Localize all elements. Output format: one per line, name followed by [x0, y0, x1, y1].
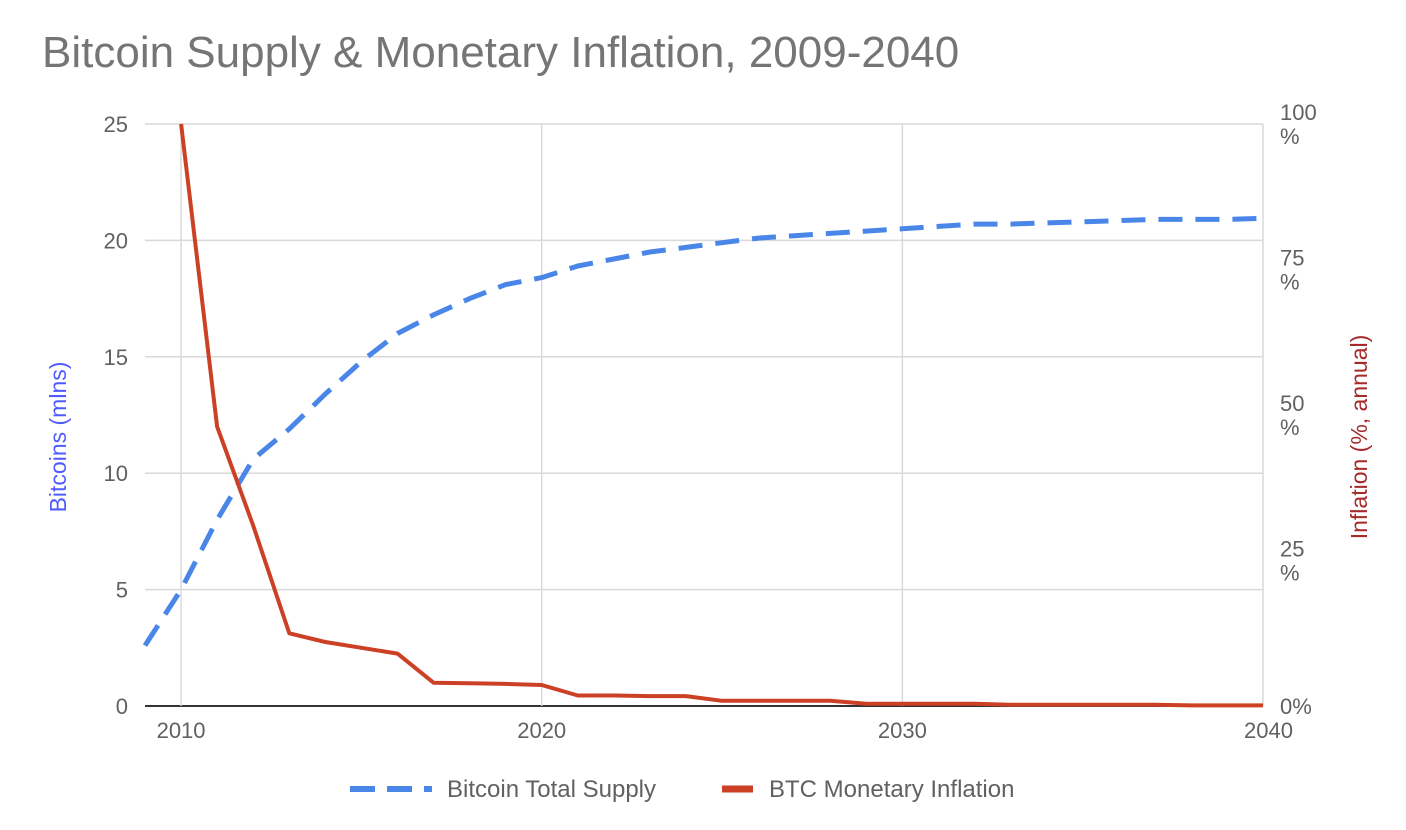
x-tick-label: 2010: [157, 718, 206, 743]
legend-label-btc-monetary-inflation: BTC Monetary Inflation: [769, 776, 1014, 803]
left-tick-label: 0: [116, 694, 128, 719]
series-line-bitcoin-total-supply: [142, 215, 1264, 647]
right-tick-label: 25: [1280, 537, 1304, 562]
legend-label-bitcoin-total-supply: Bitcoin Total Supply: [447, 776, 656, 803]
series-lines: [142, 123, 1264, 708]
right-tick-label: 0%: [1280, 694, 1312, 719]
right-tick-label: 50: [1280, 391, 1304, 416]
grid-lines: [145, 123, 1264, 707]
right-tick-unit: %: [1280, 124, 1300, 149]
left-tick-label: 5: [116, 578, 128, 603]
x-tick-label: 2040: [1244, 718, 1293, 743]
left-axis-title: Bitcoins (mlns): [45, 362, 71, 513]
x-tick-label: 2020: [517, 718, 566, 743]
right-tick-label: 75: [1280, 246, 1304, 271]
legend: Bitcoin Total Supply BTC Monetary Inflat…: [350, 776, 1014, 803]
right-tick-unit: %: [1280, 270, 1300, 295]
right-tick-unit: %: [1280, 561, 1300, 586]
x-tick-label: 2030: [878, 718, 927, 743]
left-tick-label: 15: [104, 345, 128, 370]
left-tick-label: 25: [104, 112, 128, 137]
right-tick-unit: %: [1280, 415, 1300, 440]
right-axis-title: Inflation (%, annual): [1346, 335, 1372, 540]
right-tick-label: 100: [1280, 100, 1317, 125]
left-tick-label: 20: [104, 228, 128, 253]
series-line-btc-monetary-inflation: [179, 123, 1263, 708]
chart-title: Bitcoin Supply & Monetary Inflation, 200…: [42, 28, 960, 77]
left-tick-label: 10: [104, 461, 128, 486]
